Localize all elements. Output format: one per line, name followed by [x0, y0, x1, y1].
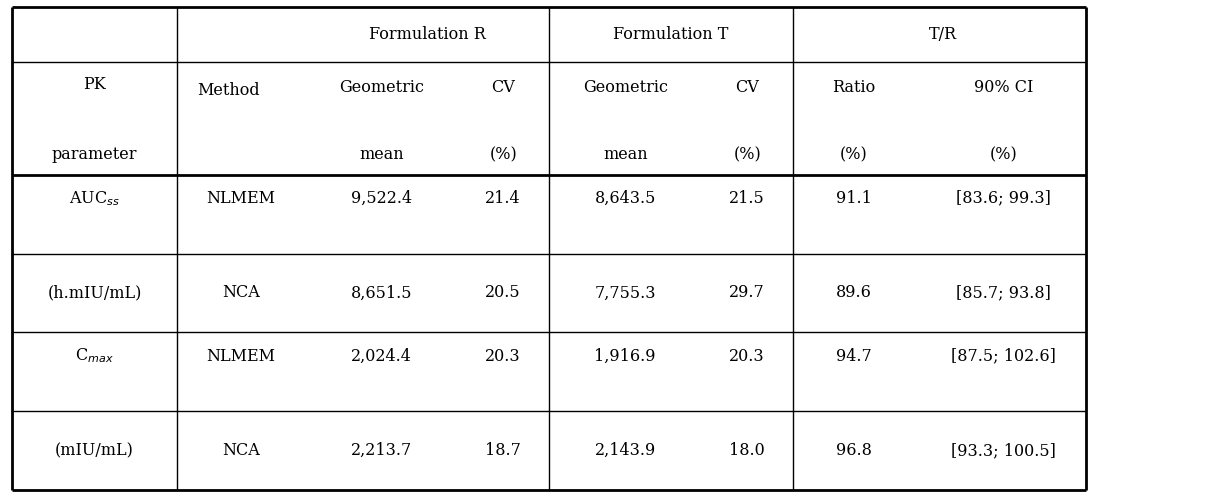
Text: (%): (%): [733, 146, 761, 163]
Text: 8,643.5: 8,643.5: [594, 190, 656, 207]
Text: NLMEM: NLMEM: [206, 347, 276, 364]
Text: Formulation T: Formulation T: [614, 26, 728, 44]
Text: 18.7: 18.7: [486, 442, 521, 459]
Text: 20.3: 20.3: [486, 347, 521, 364]
Text: (%): (%): [489, 146, 517, 163]
Text: 7,755.3: 7,755.3: [594, 285, 656, 301]
Text: 96.8: 96.8: [836, 442, 872, 459]
Text: (%): (%): [841, 146, 867, 163]
Text: (%): (%): [989, 146, 1017, 163]
Text: 18.0: 18.0: [730, 442, 765, 459]
Text: NCA: NCA: [222, 442, 260, 459]
Text: Method: Method: [198, 82, 260, 99]
Text: 9,522.4: 9,522.4: [350, 190, 412, 207]
Text: mean: mean: [603, 146, 648, 163]
Text: 29.7: 29.7: [730, 285, 765, 301]
Text: (mIU/mL): (mIU/mL): [55, 442, 134, 459]
Text: Geometric: Geometric: [583, 79, 667, 96]
Text: AUC$_{ss}$: AUC$_{ss}$: [70, 189, 120, 208]
Text: 90% CI: 90% CI: [974, 79, 1033, 96]
Text: 21.5: 21.5: [730, 190, 765, 207]
Text: Geometric: Geometric: [339, 79, 423, 96]
Text: CV: CV: [736, 79, 759, 96]
Text: (h.mIU/mL): (h.mIU/mL): [48, 285, 142, 301]
Text: CV: CV: [492, 79, 515, 96]
Text: PK: PK: [83, 76, 106, 94]
Text: NCA: NCA: [222, 285, 260, 301]
Text: 20.5: 20.5: [486, 285, 521, 301]
Text: 91.1: 91.1: [836, 190, 872, 207]
Text: 21.4: 21.4: [486, 190, 521, 207]
Text: mean: mean: [359, 146, 404, 163]
Text: C$_{max}$: C$_{max}$: [76, 346, 113, 365]
Text: [87.5; 102.6]: [87.5; 102.6]: [952, 347, 1055, 364]
Text: 2,143.9: 2,143.9: [594, 442, 656, 459]
Text: 89.6: 89.6: [836, 285, 872, 301]
Text: Ratio: Ratio: [832, 79, 876, 96]
Text: Formulation R: Formulation R: [368, 26, 486, 44]
Text: [83.6; 99.3]: [83.6; 99.3]: [956, 190, 1050, 207]
Text: 1,916.9: 1,916.9: [594, 347, 656, 364]
Text: 2,213.7: 2,213.7: [350, 442, 412, 459]
Text: T/R: T/R: [928, 26, 956, 44]
Text: 8,651.5: 8,651.5: [350, 285, 412, 301]
Text: parameter: parameter: [51, 146, 138, 163]
Text: 20.3: 20.3: [730, 347, 765, 364]
Text: NLMEM: NLMEM: [206, 190, 276, 207]
Text: 94.7: 94.7: [836, 347, 872, 364]
Text: 2,024.4: 2,024.4: [351, 347, 411, 364]
Text: [93.3; 100.5]: [93.3; 100.5]: [952, 442, 1055, 459]
Text: [85.7; 93.8]: [85.7; 93.8]: [956, 285, 1050, 301]
